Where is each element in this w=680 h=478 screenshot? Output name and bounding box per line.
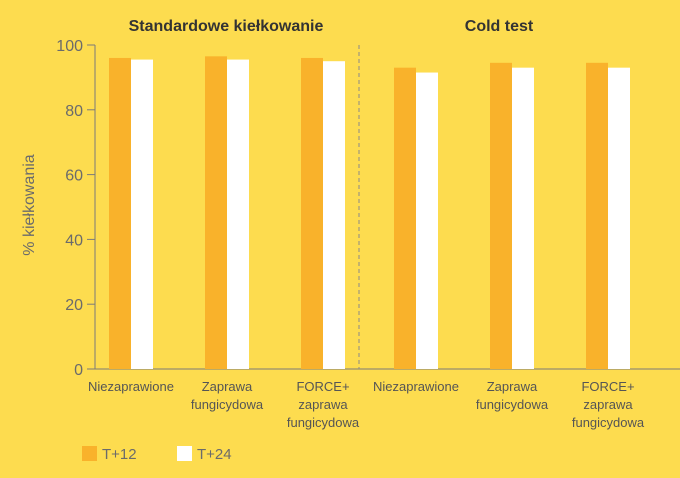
- bar-T24-3: [416, 72, 438, 369]
- category-label: Zaprawa: [202, 379, 253, 394]
- legend-label-0: T+12: [102, 446, 137, 463]
- bar-T24-5: [608, 67, 630, 370]
- category-label: Niezaprawione: [88, 379, 174, 394]
- bar-T12-1: [205, 56, 227, 370]
- group-title-0: Standardowe kiełkowanie: [129, 18, 324, 35]
- y-tick-label: 20: [65, 297, 83, 314]
- bar-T12-0: [109, 57, 131, 370]
- y-tick-label: 80: [65, 103, 83, 120]
- y-tick-label: 0: [74, 362, 83, 379]
- y-tick-label: 100: [56, 38, 83, 55]
- category-label: fungicydowa: [287, 415, 360, 430]
- bar-T24-2: [323, 61, 345, 369]
- legend-label-1: T+24: [197, 446, 232, 463]
- bar-T12-2: [301, 57, 323, 370]
- category-label: FORCE+: [581, 379, 634, 394]
- legend-swatch-1: [177, 446, 192, 461]
- legend-swatch-0: [82, 446, 97, 461]
- bar-T12-4: [490, 62, 512, 369]
- bar-T24-4: [512, 67, 534, 370]
- category-label: zaprawa: [583, 397, 633, 412]
- category-label: fungicydowa: [572, 415, 645, 430]
- group-title-1: Cold test: [465, 18, 534, 35]
- category-label: Zaprawa: [487, 379, 538, 394]
- bar-T12-5: [586, 62, 608, 369]
- category-label: fungicydowa: [476, 397, 549, 412]
- bar-T24-0: [131, 59, 153, 369]
- category-label: zaprawa: [298, 397, 348, 412]
- y-tick-label: 60: [65, 168, 83, 185]
- y-tick-label: 40: [65, 232, 83, 249]
- category-label: fungicydowa: [191, 397, 264, 412]
- bar-T24-1: [227, 59, 249, 369]
- category-label: FORCE+: [296, 379, 349, 394]
- category-label: Niezaprawione: [373, 379, 459, 394]
- y-axis-title: % kiełkowania: [21, 154, 38, 255]
- bar-T12-3: [394, 67, 416, 370]
